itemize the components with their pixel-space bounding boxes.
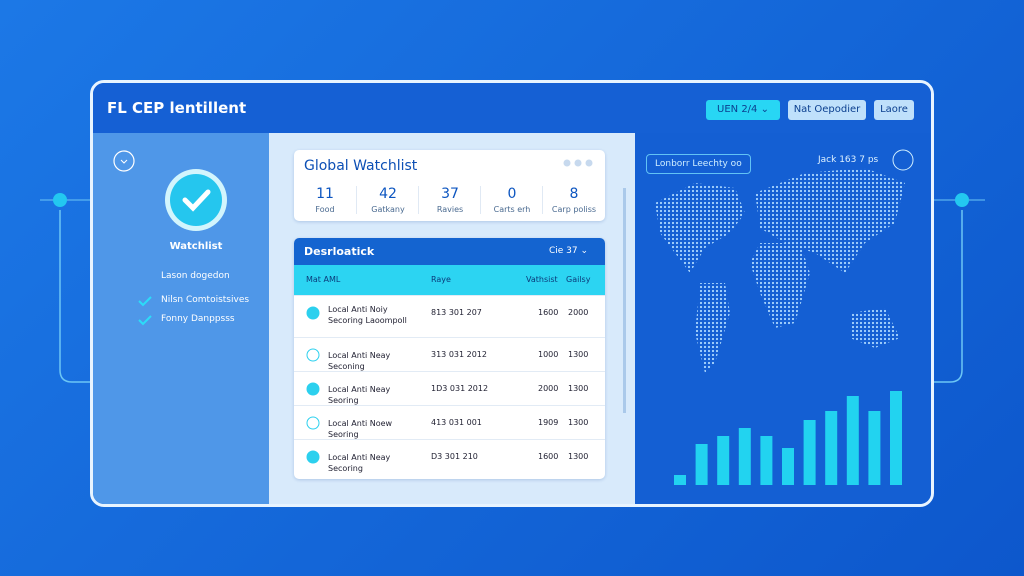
- row-icon: [306, 450, 320, 464]
- row-icon: [306, 382, 320, 396]
- bar: [674, 475, 686, 485]
- table-card: Desrloatick Cie 37 ⌄ Mat AML Raye Vathsist…: [294, 238, 605, 479]
- sidebar-item[interactable]: Nilsn Comtoistsives: [161, 295, 250, 305]
- cell: Local Anti Neay Seconing: [328, 351, 391, 371]
- cell: Local Anti Neay Seoring: [328, 385, 391, 405]
- sidebar-subtitle: Lason dogedon: [161, 271, 230, 281]
- map-info: Jack 163 7 ps: [818, 155, 879, 165]
- cell: 1300: [568, 418, 589, 427]
- stat: 37 Ravies: [418, 186, 481, 214]
- column-label: Gailsy: [566, 275, 591, 284]
- cell: Local Anti Noew Seoring: [328, 419, 393, 439]
- button[interactable]: Laore: [874, 100, 914, 120]
- map-panel: Lonborr Leechty oo Jack 163 7 ps: [635, 133, 931, 504]
- stat-value: 42: [379, 186, 397, 202]
- stat-label: Carp poliss: [551, 205, 597, 214]
- bar: [738, 428, 751, 485]
- sidebar-icons: [113, 150, 227, 326]
- sidebar: Watchlist Lason dogedon Nilsn Comtoistsi…: [93, 133, 269, 504]
- summary-card: Global Watchlist 11 Food 42 Gatkany 37 Ravies…: [294, 150, 605, 221]
- cell: 813 301 207: [431, 308, 482, 317]
- icon-circle: [306, 450, 320, 464]
- button[interactable]: Nat Oepodier: [788, 100, 866, 120]
- bar: [717, 436, 730, 485]
- scrollbar[interactable]: [623, 188, 626, 413]
- cell: 1D3 031 2012: [431, 384, 489, 393]
- bar: [868, 411, 881, 485]
- icon-circle: [306, 348, 320, 362]
- column-label: Mat AML: [306, 275, 341, 284]
- cell: 1600: [538, 452, 559, 461]
- icon-circle: [306, 306, 320, 320]
- table-row[interactable]: Local Anti Neay Seconing 313 031 2012 1000…: [294, 337, 605, 372]
- table-row[interactable]: Local Anti Neay Secoring D3 301 210 1600 13…: [294, 439, 605, 474]
- table-row[interactable]: Local Anti Noew Seoring 413 031 001 1909 13…: [294, 405, 605, 440]
- header: FL CEP lentillent UEN 2/4 ⌄ Nat Oepodier…: [93, 83, 931, 133]
- filter-label: Cie 37: [549, 246, 578, 256]
- button-label: UEN 2/4: [717, 104, 758, 115]
- cell: 1300: [568, 350, 589, 359]
- stat-label: Carts erh: [493, 205, 531, 214]
- bar: [825, 411, 838, 485]
- bar: [782, 448, 794, 485]
- app-title: FL CEP lentillent: [107, 99, 247, 117]
- sidebar-title: Watchlist: [169, 241, 223, 252]
- row-icon: [306, 416, 320, 430]
- button[interactable]: UEN 2/4 ⌄: [706, 100, 780, 120]
- row-icon: [306, 306, 320, 320]
- bar: [846, 396, 859, 485]
- bar: [760, 436, 773, 485]
- cell: 1909: [538, 418, 559, 427]
- table-row[interactable]: Local Anti Neay Seoring 1D3 031 2012 2000 1…: [294, 371, 605, 406]
- cell: 1000: [538, 350, 559, 359]
- icon-circle: [306, 416, 320, 430]
- icon-circle: [306, 382, 320, 396]
- summary-title: Global Watchlist: [304, 158, 418, 174]
- column-label: Raye: [431, 275, 451, 284]
- location-chip[interactable]: Lonborr Leechty oo: [646, 154, 751, 174]
- stat-value: 11: [316, 186, 334, 202]
- stat-label: Food: [315, 205, 335, 214]
- stat-label: Ravies: [436, 205, 464, 214]
- cell: D3 301 210: [431, 452, 478, 461]
- window: FL CEP lentillent UEN 2/4 ⌄ Nat Oepodier…: [90, 80, 934, 507]
- bar: [803, 420, 816, 485]
- stat-value: 37: [441, 186, 459, 202]
- map: [655, 149, 914, 373]
- sidebar-item[interactable]: Fonny Danppsss: [161, 314, 235, 324]
- cell: 1300: [568, 384, 589, 393]
- stat-value: 0: [507, 186, 517, 202]
- row-icon: [306, 348, 320, 362]
- table-title: Desrloatick: [304, 245, 375, 258]
- stat-label: Gatkany: [371, 205, 405, 214]
- bar-chart: [674, 391, 902, 485]
- cell: 1600: [538, 308, 559, 317]
- bar: [695, 444, 708, 485]
- stat: 11 Food: [294, 186, 356, 214]
- stat-value: 8: [569, 186, 579, 202]
- cell: Local Anti Noiy Secoring Laoompoll: [328, 305, 407, 325]
- cell: 2000: [538, 384, 559, 393]
- table-row[interactable]: Local Anti Noiy Secoring Laoompoll 813 30…: [294, 295, 605, 338]
- cell: Local Anti Neay Secoring: [328, 453, 391, 473]
- bar: [890, 391, 902, 485]
- cell: 313 031 2012: [431, 350, 487, 359]
- dots: [563, 159, 593, 167]
- table-header: Desrloatick Cie 37 ⌄: [294, 238, 605, 265]
- stat: 8 Carp poliss: [542, 186, 605, 214]
- column-label: Vathsist: [526, 275, 558, 284]
- column-header: Mat AML Raye Vathsist Gailsy: [294, 265, 605, 295]
- cell: 413 031 001: [431, 418, 482, 427]
- stat: 42 Gatkany: [356, 186, 419, 214]
- main-panel: Global Watchlist 11 Food 42 Gatkany 37 Ravies…: [269, 133, 635, 504]
- cell: 2000: [568, 308, 589, 317]
- stat: 0 Carts erh: [480, 186, 543, 214]
- filter[interactable]: Cie 37 ⌄: [549, 246, 589, 256]
- cell: 1300: [568, 452, 589, 461]
